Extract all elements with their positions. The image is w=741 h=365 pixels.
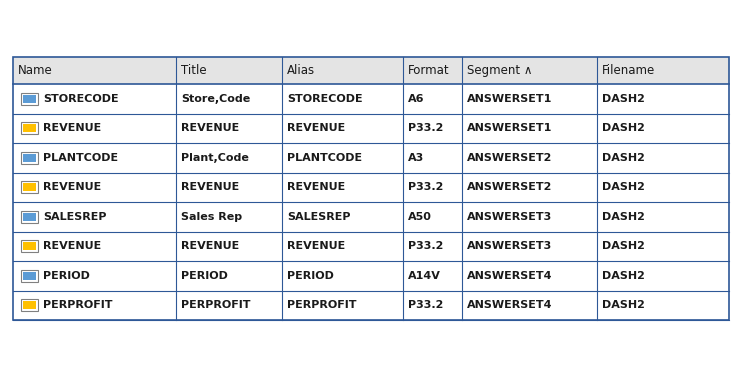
Text: DASH2: DASH2 [602,300,645,310]
Text: DASH2: DASH2 [602,241,645,251]
Bar [13,143,729,173]
Text: PERIOD: PERIOD [182,271,228,281]
Text: ANSWERSET4: ANSWERSET4 [467,300,553,310]
Bar [23,242,36,250]
Bar [13,57,729,320]
Bar [13,202,729,231]
Text: ANSWERSET2: ANSWERSET2 [467,153,552,163]
Text: ANSWERSET3: ANSWERSET3 [467,212,552,222]
Bar [23,154,36,162]
Text: ANSWERSET3: ANSWERSET3 [467,241,552,251]
Text: REVENUE: REVENUE [43,241,102,251]
Text: Name: Name [18,64,53,77]
Text: PERPROFIT: PERPROFIT [288,300,356,310]
Bar [21,270,39,282]
Text: A6: A6 [408,94,424,104]
Text: Sales Rep: Sales Rep [182,212,242,222]
Text: SALESREP: SALESREP [43,212,107,222]
Text: P33.2: P33.2 [408,300,443,310]
Text: A14V: A14V [408,271,440,281]
Bar [13,261,729,291]
Text: STORECODE: STORECODE [43,94,119,104]
Text: REVENUE: REVENUE [182,241,239,251]
Text: ANSWERSET4: ANSWERSET4 [467,271,553,281]
Bar [13,114,729,143]
Text: STORECODE: STORECODE [288,94,363,104]
Text: PERIOD: PERIOD [43,271,90,281]
Text: Plant,Code: Plant,Code [182,153,249,163]
Bar [21,240,39,253]
Bar [21,93,39,105]
Text: A50: A50 [408,212,431,222]
Bar [13,57,729,84]
Bar [13,84,729,114]
Text: SALESREP: SALESREP [288,212,350,222]
Text: Format: Format [408,64,449,77]
Text: P33.2: P33.2 [408,241,443,251]
Text: PLANTCODE: PLANTCODE [43,153,119,163]
Text: PERIOD: PERIOD [288,271,334,281]
Bar [21,122,39,134]
Bar [13,291,729,320]
Text: Segment ∧: Segment ∧ [467,64,533,77]
Bar [21,299,39,311]
Text: Store,Code: Store,Code [182,94,250,104]
Text: REVENUE: REVENUE [43,123,102,133]
Bar [21,211,39,223]
Text: DASH2: DASH2 [602,94,645,104]
Text: REVENUE: REVENUE [288,182,345,192]
Text: ANSWERSET1: ANSWERSET1 [467,123,552,133]
Bar [23,213,36,221]
Bar [23,124,36,132]
Text: P33.2: P33.2 [408,123,443,133]
Text: ANSWERSET1: ANSWERSET1 [467,94,552,104]
Text: A3: A3 [408,153,424,163]
Text: PERPROFIT: PERPROFIT [182,300,250,310]
Bar [23,183,36,191]
Text: ANSWERSET2: ANSWERSET2 [467,182,552,192]
Text: Title: Title [182,64,207,77]
Bar [13,231,729,261]
Text: DASH2: DASH2 [602,212,645,222]
Text: REVENUE: REVENUE [43,182,102,192]
Text: REVENUE: REVENUE [182,123,239,133]
Text: DASH2: DASH2 [602,271,645,281]
Bar [13,173,729,202]
Text: REVENUE: REVENUE [182,182,239,192]
Text: PERPROFIT: PERPROFIT [43,300,113,310]
Text: REVENUE: REVENUE [288,241,345,251]
Text: P33.2: P33.2 [408,182,443,192]
Text: DASH2: DASH2 [602,182,645,192]
Bar [21,151,39,164]
Text: DASH2: DASH2 [602,123,645,133]
Bar [21,181,39,193]
Bar [23,301,36,309]
Bar [23,95,36,103]
Text: Alias: Alias [288,64,316,77]
Text: DASH2: DASH2 [602,153,645,163]
Bar [23,272,36,280]
Text: PLANTCODE: PLANTCODE [288,153,362,163]
Text: REVENUE: REVENUE [288,123,345,133]
Text: Filename: Filename [602,64,655,77]
